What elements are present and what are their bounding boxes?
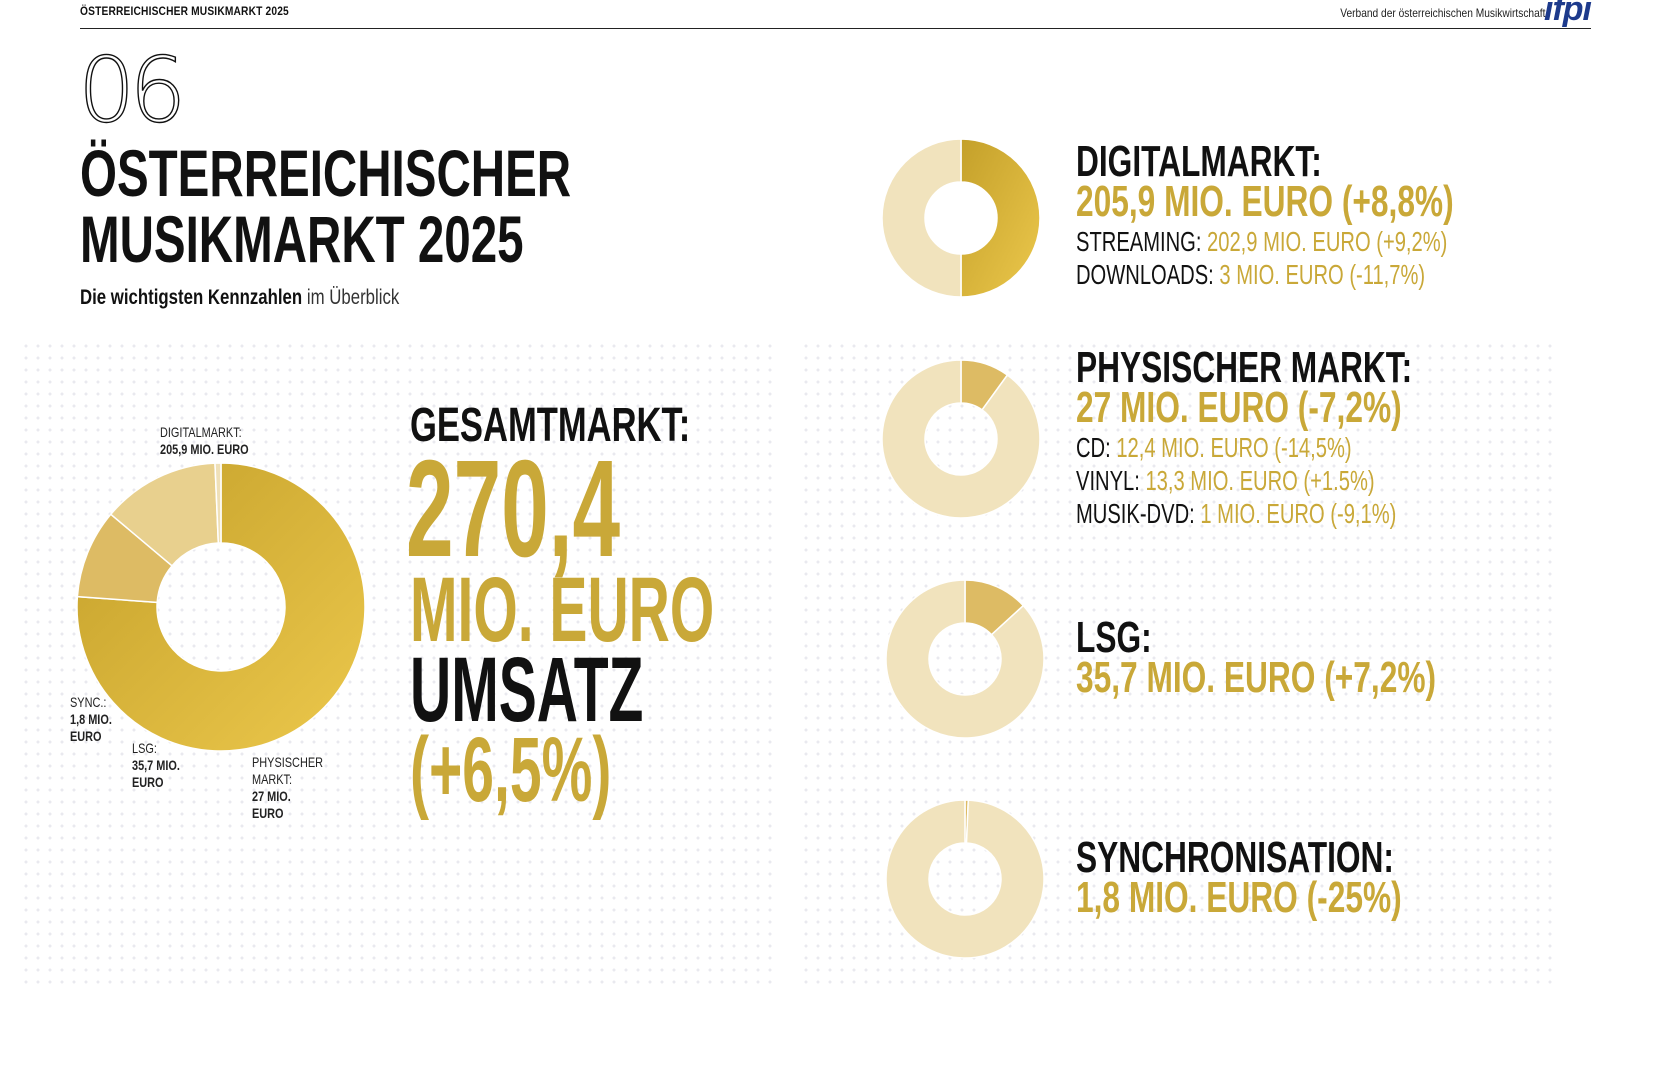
label-digitalmarkt-value: 205,9 MIO. EURO — [160, 441, 249, 457]
page-subtitle: Die wichtigsten Kennzahlen im Überblick — [80, 286, 399, 310]
cd-key: CD: — [1076, 432, 1111, 463]
physischer-donut-chart — [881, 359, 1041, 519]
physisch-title: PHYSISCHER MARKT: — [1076, 343, 1413, 392]
digital-title: DIGITALMARKT: — [1076, 137, 1322, 186]
donut-slice-rest — [885, 579, 1045, 739]
donut-slice-rest — [881, 359, 1041, 519]
cd-value: 12,4 MIO. EURO (-14,5%) — [1116, 432, 1352, 463]
donut-slice-rest — [885, 799, 1045, 959]
label-lsg-name: LSG: — [132, 740, 157, 756]
label-phys-name-2: MARKT: — [252, 771, 293, 787]
donut-slice-rest — [881, 138, 962, 298]
vinyl-value: 13,3 MIO. EURO (+1.5%) — [1145, 465, 1375, 496]
digital-value: 205,9 MIO. EURO (+8,8%) — [1076, 177, 1454, 226]
streaming-key: STREAMING: — [1076, 226, 1202, 257]
vinyl-key: VINYL: — [1076, 465, 1140, 496]
donut-slice-streaming — [960, 138, 1041, 298]
physisch-vinyl-line: VINYL: 13,3 MIO. EURO (+1.5%) — [1076, 465, 1375, 497]
subtitle-rest: im Überblick — [306, 286, 400, 309]
label-sync-value-2: EURO — [70, 728, 102, 744]
page-title-line-1: ÖSTERREICHISCHER — [80, 136, 572, 210]
label-lsg-value-2: EURO — [132, 774, 164, 790]
label-lsg: LSG: 35,7 MIO. EURO — [132, 740, 180, 791]
dvd-key: MUSIK-DVD: — [1076, 498, 1195, 529]
lsg-value: 35,7 MIO. EURO (+7,2%) — [1076, 653, 1437, 702]
physisch-value: 27 MIO. EURO (-7,2%) — [1076, 383, 1402, 432]
page-title-line-2: MUSIKMARKT 2025 — [80, 202, 524, 276]
header-organization: Verband der österreichischen Musikwirtsc… — [1339, 6, 1545, 20]
physisch-dvd-line: MUSIK-DVD: 1 MIO. EURO (-9,1%) — [1076, 498, 1396, 530]
header-rule — [80, 28, 1591, 29]
lsg-donut-chart — [885, 579, 1045, 739]
label-digitalmarkt-name: DIGITALMARKT: — [160, 424, 242, 440]
donut-slice-sync — [214, 462, 222, 544]
digital-downloads-line: DOWNLOADS: 3 MIO. EURO (-11,7%) — [1076, 259, 1425, 291]
label-digitalmarkt: DIGITALMARKT: 205,9 MIO. EURO — [160, 424, 249, 458]
header-publication-title: ÖSTERREICHISCHER MUSIKMARKT 2025 — [80, 4, 289, 18]
page-title: ÖSTERREICHISCHER MUSIKMARKT 2025 — [80, 140, 571, 272]
streaming-value: 202,9 MIO. EURO (+9,2%) — [1207, 226, 1448, 257]
gesamtmarkt-label: GESAMTMARKT: — [410, 399, 691, 452]
downloads-key: DOWNLOADS: — [1076, 259, 1214, 290]
chapter-number: 06 — [77, 38, 187, 143]
digital-donut-chart — [881, 138, 1041, 298]
gesamtmarkt-umsatz: UMSATZ — [410, 639, 644, 741]
sync-value: 1,8 MIO. EURO (-25%) — [1076, 873, 1402, 922]
label-phys-value-1: 27 MIO. — [252, 788, 291, 804]
label-physischer-markt: PHYSISCHER MARKT: 27 MIO. EURO — [252, 754, 323, 822]
ifpi-logo: ifpi — [1544, 0, 1592, 28]
sync-donut-chart — [885, 799, 1045, 959]
donut-slice-digitalmarkt — [76, 462, 366, 752]
label-phys-name-1: PHYSISCHER — [252, 754, 324, 770]
gesamtmarkt-number: 270,4 — [406, 432, 621, 586]
subtitle-bold: Die wichtigsten Kennzahlen — [80, 286, 303, 309]
downloads-value: 3 MIO. EURO (-11,7%) — [1219, 259, 1426, 290]
gesamtmarkt-change: (+6,5%) — [410, 719, 612, 821]
total-market-donut-chart — [76, 462, 366, 752]
label-sync: SYNC.: 1,8 MIO. EURO — [70, 694, 112, 745]
label-sync-value-1: 1,8 MIO. — [70, 711, 112, 727]
label-sync-name: SYNC.: — [70, 694, 107, 710]
label-phys-value-2: EURO — [252, 805, 284, 821]
digital-streaming-line: STREAMING: 202,9 MIO. EURO (+9,2%) — [1076, 226, 1447, 258]
dvd-value: 1 MIO. EURO (-9,1%) — [1200, 498, 1397, 529]
lsg-title: LSG: — [1076, 613, 1152, 662]
label-lsg-value-1: 35,7 MIO. — [132, 757, 180, 773]
physisch-cd-line: CD: 12,4 MIO. EURO (-14,5%) — [1076, 432, 1352, 464]
gesamtmarkt-unit: MIO. EURO — [410, 559, 715, 661]
sync-title: SYNCHRONISATION: — [1076, 833, 1394, 882]
